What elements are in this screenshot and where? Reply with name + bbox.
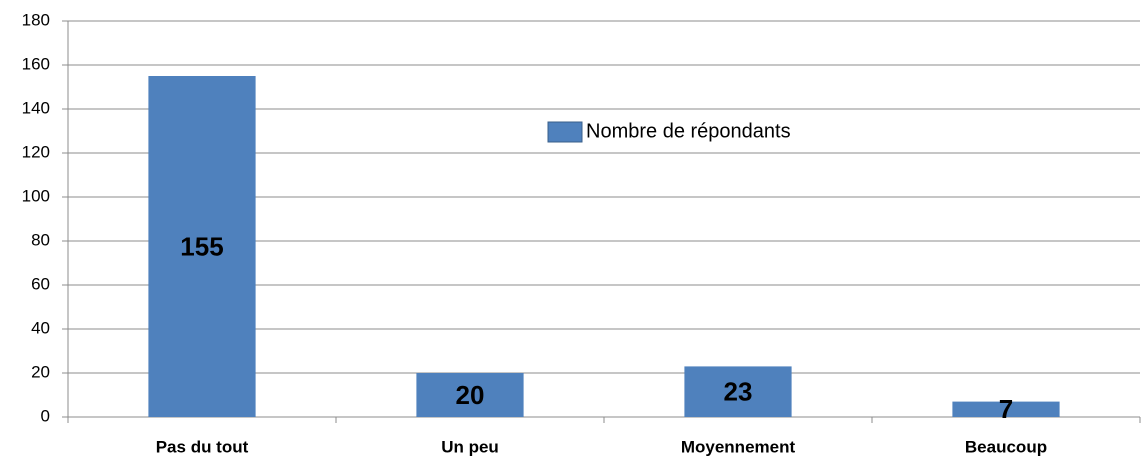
data-label: 20 <box>456 380 485 410</box>
legend-swatch <box>547 121 583 143</box>
y-tick-label: 0 <box>41 406 50 425</box>
bar <box>684 366 792 417</box>
legend-label: Nombre de répondants <box>586 120 791 142</box>
y-tick-label: 160 <box>22 54 50 73</box>
bar <box>148 76 256 417</box>
y-tick-label: 80 <box>31 230 50 249</box>
y-tick-label: 40 <box>31 318 50 337</box>
x-tick-label: Pas du tout <box>156 437 249 456</box>
data-label: 7 <box>999 394 1013 424</box>
bar <box>416 373 524 417</box>
y-tick-label: 60 <box>31 274 50 293</box>
data-label: 155 <box>180 231 223 261</box>
x-tick-label: Beaucoup <box>965 437 1047 456</box>
x-tick-label: Un peu <box>441 437 499 456</box>
y-tick-label: 100 <box>22 186 50 205</box>
data-label: 23 <box>724 377 753 407</box>
y-tick-label: 140 <box>22 98 50 117</box>
y-tick-label: 120 <box>22 142 50 161</box>
bar <box>952 401 1060 417</box>
x-tick-label: Moyennement <box>681 437 796 456</box>
y-tick-label: 180 <box>22 10 50 29</box>
y-tick-label: 20 <box>31 362 50 381</box>
